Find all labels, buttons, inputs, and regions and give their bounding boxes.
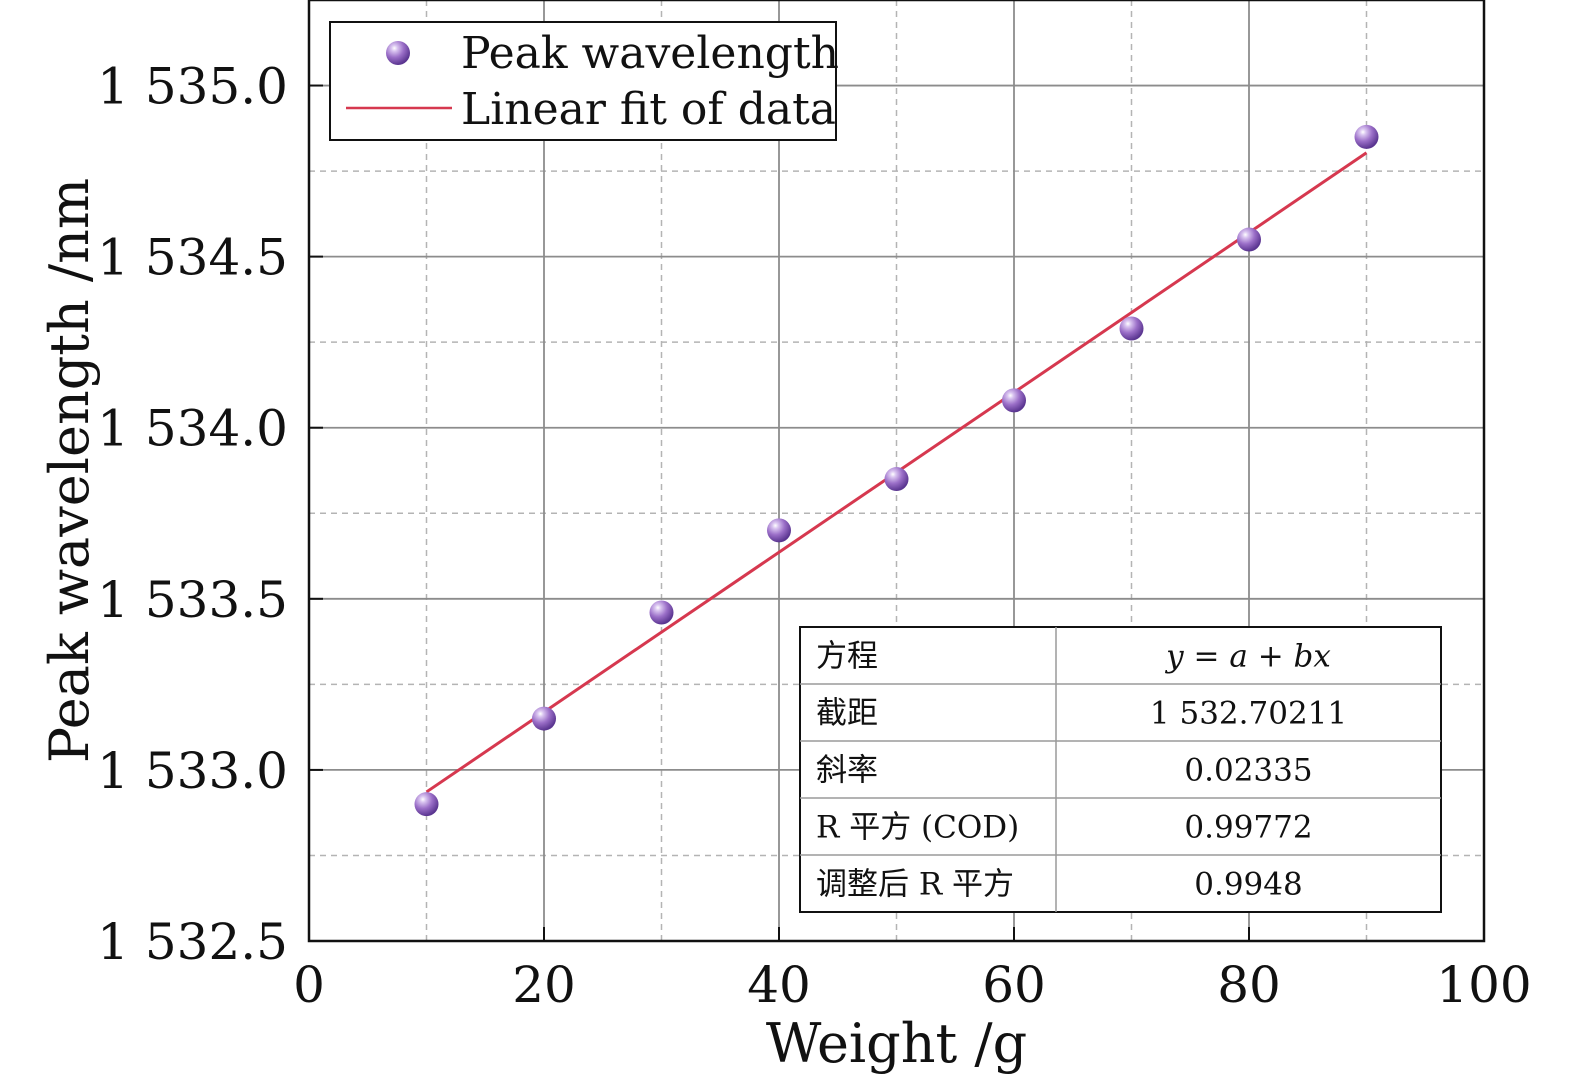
- data-point: [767, 518, 791, 543]
- y-tick-label: 1 534.0: [97, 400, 288, 458]
- table-value-cell: 0.02335: [1184, 753, 1312, 789]
- y-tick-label: 1 532.5: [97, 913, 288, 971]
- y-tick-label: 1 533.5: [97, 571, 288, 629]
- table-value-cell: y = a + bx: [1164, 639, 1331, 675]
- x-tick-label: 100: [1436, 956, 1531, 1014]
- data-point: [649, 600, 674, 625]
- plot-frame: [307, 0, 1486, 943]
- ticks: [308, 84, 1485, 942]
- y-tick-label: 1 534.5: [97, 229, 288, 287]
- legend-box: [329, 21, 837, 141]
- data-point: [414, 792, 439, 817]
- table-label-cell: 方程: [816, 639, 878, 675]
- table-value-cell: 0.99772: [1184, 810, 1312, 846]
- legend-label-peak-wavelength: Peak wavelength: [461, 28, 839, 79]
- data-point: [884, 467, 909, 492]
- data-point: [1237, 227, 1261, 252]
- x-tick-label: 40: [747, 956, 811, 1014]
- tick-labels: 0 20 40 60 80 100 1 532.5 1 533.0 1 533.5 1 534.0…: [97, 58, 1532, 1014]
- legend-label-linear-fit: Linear fit of data: [461, 84, 836, 135]
- table-value-cell: 1 532.70211: [1150, 696, 1347, 732]
- x-tick-label: 80: [1217, 956, 1281, 1014]
- table-value-cell: 0.9948: [1194, 867, 1302, 903]
- table-label-cell: 调整后 R 平方: [816, 867, 1014, 903]
- y-axis-title: Peak wavelength /nm: [38, 178, 101, 763]
- data-point: [1119, 316, 1144, 341]
- data-point: [1002, 388, 1026, 413]
- x-axis-title: Weight /g: [766, 1012, 1027, 1075]
- y-tick-label: 1 535.0: [97, 58, 288, 116]
- table-label-cell: 截距: [816, 696, 878, 732]
- data-points: [414, 124, 1379, 817]
- y-tick-label: 1 533.0: [97, 742, 288, 800]
- x-tick-label: 0: [293, 956, 325, 1014]
- table-frame: [799, 626, 1442, 913]
- x-tick-label: 20: [512, 956, 576, 1014]
- data-point: [1354, 124, 1379, 149]
- fit-results-table: 方程 y = a + bx 截距 1 532.70211 斜率 0.02335 R 平方 (…: [799, 626, 1442, 913]
- table-label-cell: 斜率: [816, 753, 878, 789]
- legend-marker-peak-wavelength: [386, 41, 410, 65]
- data-point: [532, 706, 556, 731]
- x-tick-label: 60: [982, 956, 1046, 1014]
- table-label-cell: R 平方 (COD): [816, 810, 1019, 846]
- legend: Peak wavelength Linear fit of data: [329, 21, 839, 141]
